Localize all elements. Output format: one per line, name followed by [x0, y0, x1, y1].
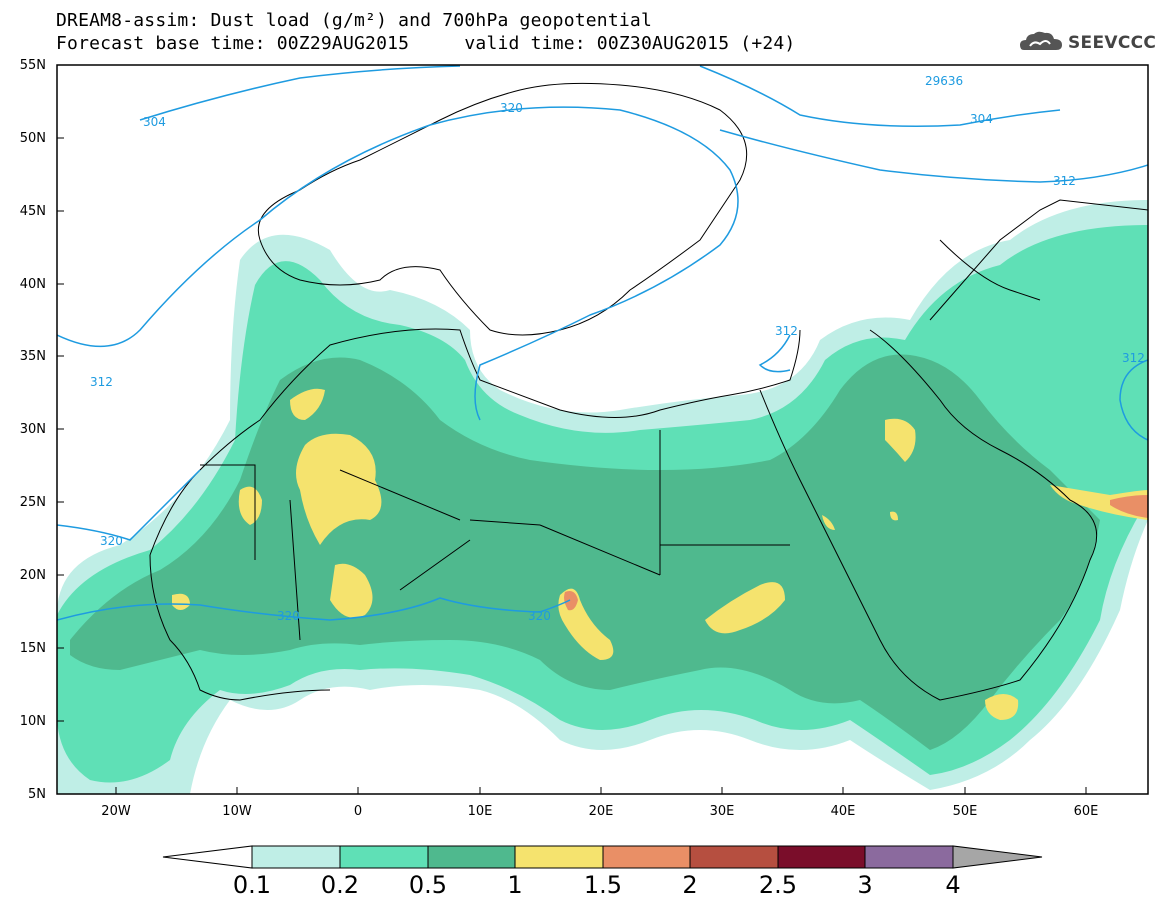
contour-labels: 304 320 29636 304 312 312 312 312 320 32… — [90, 74, 1145, 623]
lat-label: 25N — [19, 495, 46, 510]
logo-text: SEEVCCC — [1068, 33, 1157, 53]
coastlines — [149, 82, 1148, 701]
contour-label: 320 — [100, 534, 123, 548]
lat-label: 15N — [19, 641, 46, 656]
lon-label: 40E — [830, 804, 856, 819]
geopotential-contours — [57, 65, 1148, 621]
colorbar-tick-label: 2 — [682, 871, 698, 899]
contour-label: 312 — [1053, 174, 1076, 188]
lon-label: 60E — [1073, 804, 1099, 819]
lat-label: 10N — [19, 714, 46, 729]
contour-label: 320 — [500, 101, 523, 115]
contour-label: 312 — [90, 375, 113, 389]
lat-label: 40N — [19, 277, 46, 292]
lon-label: 30E — [709, 804, 735, 819]
lon-label: 10E — [467, 804, 493, 819]
cloud-logo-icon — [1020, 31, 1062, 50]
map-subtitle: Forecast base time: 00Z29AUG2015 valid t… — [56, 33, 796, 54]
lat-label: 45N — [19, 204, 46, 219]
colorbar-tick-label: 1.5 — [583, 871, 623, 899]
colorbar-tick-label: 2.5 — [758, 871, 798, 899]
lat-label: 50N — [19, 131, 46, 146]
colorbar-tick-label: 0.5 — [408, 871, 448, 899]
lat-label: 55N — [19, 58, 46, 73]
contour-label: 304 — [143, 115, 166, 129]
lon-label: 10W — [222, 804, 252, 819]
lat-label: 30N — [19, 422, 46, 437]
lat-label: 20N — [19, 568, 46, 583]
contour-label: 29636 — [925, 74, 963, 88]
contour-label: 320 — [277, 609, 300, 623]
lon-label: 20W — [101, 804, 131, 819]
axis-ticks — [57, 64, 1087, 794]
lon-label: 50E — [952, 804, 978, 819]
contour-label: 312 — [1122, 351, 1145, 365]
colorbar-tick-label: 3 — [857, 871, 873, 899]
lat-label: 35N — [19, 349, 46, 364]
lon-label: 20E — [588, 804, 614, 819]
colorbar-tick-label: 0.2 — [320, 871, 360, 899]
colorbar-tick-label: 1 — [507, 871, 523, 899]
dust-layer-1 — [172, 388, 1148, 720]
lon-label: 0 — [353, 804, 363, 819]
colorbar-tick-label: 4 — [945, 871, 961, 899]
colorbar — [162, 845, 1043, 869]
colorbar-tick-label: 0.1 — [232, 871, 272, 899]
contour-label: 320 — [528, 609, 551, 623]
contour-label: 304 — [970, 112, 993, 126]
lat-label: 5N — [28, 787, 46, 802]
contour-label: 312 — [775, 324, 798, 338]
map-title: DREAM8-assim: Dust load (g/m²) and 700hP… — [56, 10, 652, 31]
